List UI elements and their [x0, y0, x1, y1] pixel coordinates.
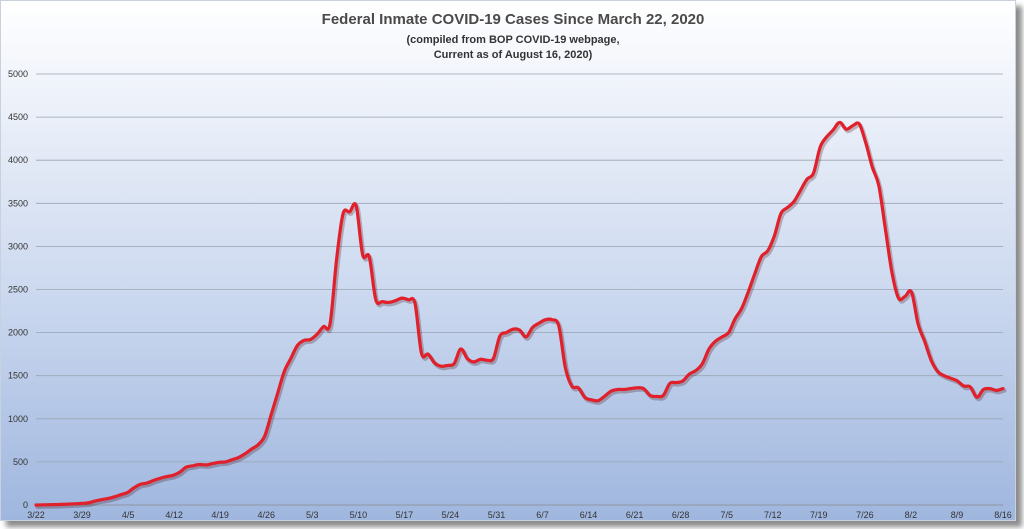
series-line-shadow	[35, 122, 1007, 509]
x-axis-ticks: 3/22 3/29 4/5 4/12 4/19 4/26 5/3 5/10 5/17 5/24 5/…	[27, 510, 1012, 520]
y-tick-label: 3000	[8, 241, 28, 251]
x-tick-label: 7/19	[810, 510, 828, 520]
x-tick-label: 7/5	[720, 510, 733, 520]
x-tick-label: 8/2	[905, 510, 918, 520]
y-tick-label: 1000	[8, 414, 28, 424]
series-line-inmate-cases	[34, 120, 1005, 507]
x-tick-label: 6/7	[536, 510, 549, 520]
x-tick-label: 8/9	[951, 510, 964, 520]
y-tick-label: 4500	[8, 112, 28, 122]
x-tick-label: 6/28	[672, 510, 690, 520]
x-tick-label: 7/26	[856, 510, 874, 520]
chart-subtitle-line-2: Current as of August 16, 2020)	[434, 49, 593, 61]
y-tick-label: 0	[23, 500, 28, 510]
x-tick-label: 5/24	[442, 510, 460, 520]
series-layer	[34, 120, 1007, 509]
x-tick-label: 3/22	[27, 510, 45, 520]
chart-title: Federal Inmate COVID-19 Cases Since Marc…	[322, 11, 705, 28]
chart-subtitle-line-1: (compiled from BOP COVID-19 webpage,	[406, 34, 619, 46]
y-tick-label: 4000	[8, 155, 28, 165]
x-tick-label: 5/3	[306, 510, 319, 520]
grid-lines	[36, 73, 1003, 506]
y-tick-label: 5000	[8, 69, 28, 79]
y-tick-label: 2000	[8, 328, 28, 338]
chart-panel: Federal Inmate COVID-19 Cases Since Marc…	[0, 0, 1016, 521]
x-tick-label: 4/12	[165, 510, 183, 520]
x-tick-label: 4/26	[257, 510, 275, 520]
y-tick-label: 3500	[8, 198, 28, 208]
x-tick-label: 6/14	[580, 510, 598, 520]
x-tick-label: 5/31	[488, 510, 506, 520]
x-tick-label: 7/12	[764, 510, 782, 520]
x-tick-label: 4/19	[211, 510, 229, 520]
line-chart: Federal Inmate COVID-19 Cases Since Marc…	[8, 11, 1012, 520]
x-tick-label: 8/16	[994, 510, 1012, 520]
y-tick-label: 1500	[8, 371, 28, 381]
x-tick-label: 5/17	[396, 510, 414, 520]
y-axis-ticks: 0 500 1000 1500 2000 2500 3000 3500 4000 4500 5000	[8, 69, 28, 510]
y-tick-label: 2500	[8, 285, 28, 295]
x-tick-label: 5/10	[350, 510, 368, 520]
x-tick-label: 6/21	[626, 510, 644, 520]
x-tick-label: 4/5	[122, 510, 135, 520]
y-tick-label: 500	[13, 457, 28, 467]
x-tick-label: 3/29	[73, 510, 91, 520]
